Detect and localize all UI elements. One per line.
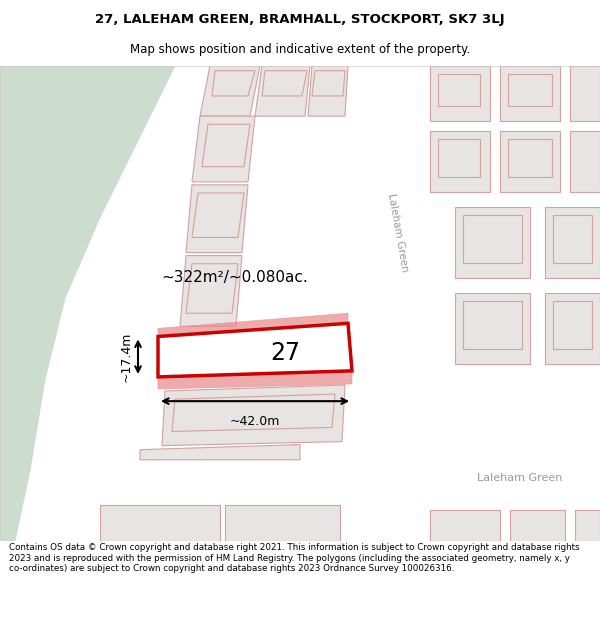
Polygon shape	[308, 66, 348, 116]
Polygon shape	[225, 505, 340, 541]
Polygon shape	[545, 293, 600, 364]
Polygon shape	[0, 66, 175, 541]
Polygon shape	[463, 215, 522, 262]
Polygon shape	[180, 256, 242, 326]
Polygon shape	[575, 510, 600, 541]
Polygon shape	[312, 71, 345, 96]
Polygon shape	[202, 124, 250, 167]
Polygon shape	[500, 66, 560, 121]
Polygon shape	[262, 71, 307, 96]
Polygon shape	[438, 139, 480, 177]
Polygon shape	[510, 510, 565, 541]
Polygon shape	[508, 139, 552, 177]
Text: 27, LALEHAM GREEN, BRAMHALL, STOCKPORT, SK7 3LJ: 27, LALEHAM GREEN, BRAMHALL, STOCKPORT, …	[95, 13, 505, 26]
Polygon shape	[158, 323, 352, 377]
Polygon shape	[192, 116, 255, 182]
Polygon shape	[172, 394, 335, 431]
Polygon shape	[200, 66, 260, 116]
Text: ~17.4m: ~17.4m	[120, 331, 133, 382]
Text: Laleham Green: Laleham Green	[386, 192, 410, 272]
Polygon shape	[212, 71, 255, 96]
Text: 27: 27	[270, 341, 300, 364]
Polygon shape	[430, 131, 490, 192]
Polygon shape	[45, 66, 380, 541]
Polygon shape	[100, 505, 220, 541]
Polygon shape	[162, 385, 345, 446]
Polygon shape	[553, 301, 592, 349]
Polygon shape	[455, 293, 530, 364]
Polygon shape	[553, 215, 592, 262]
Polygon shape	[438, 74, 480, 106]
Polygon shape	[430, 510, 500, 541]
Polygon shape	[545, 207, 600, 278]
Polygon shape	[255, 66, 310, 116]
Polygon shape	[140, 444, 300, 460]
Polygon shape	[186, 185, 248, 253]
Polygon shape	[158, 371, 352, 389]
Polygon shape	[370, 66, 450, 541]
Text: ~42.0m: ~42.0m	[230, 415, 280, 428]
Polygon shape	[158, 313, 348, 336]
Polygon shape	[570, 66, 600, 121]
Polygon shape	[186, 264, 238, 313]
Polygon shape	[192, 193, 244, 238]
Text: Contains OS data © Crown copyright and database right 2021. This information is : Contains OS data © Crown copyright and d…	[9, 543, 580, 573]
Text: Map shows position and indicative extent of the property.: Map shows position and indicative extent…	[130, 42, 470, 56]
Polygon shape	[455, 207, 530, 278]
Text: ~322m²/~0.080ac.: ~322m²/~0.080ac.	[161, 271, 308, 286]
Text: Laleham Green: Laleham Green	[478, 473, 563, 483]
Polygon shape	[463, 301, 522, 349]
Polygon shape	[90, 460, 600, 500]
Polygon shape	[508, 74, 552, 106]
Polygon shape	[500, 131, 560, 192]
Polygon shape	[430, 66, 490, 121]
Polygon shape	[570, 131, 600, 192]
